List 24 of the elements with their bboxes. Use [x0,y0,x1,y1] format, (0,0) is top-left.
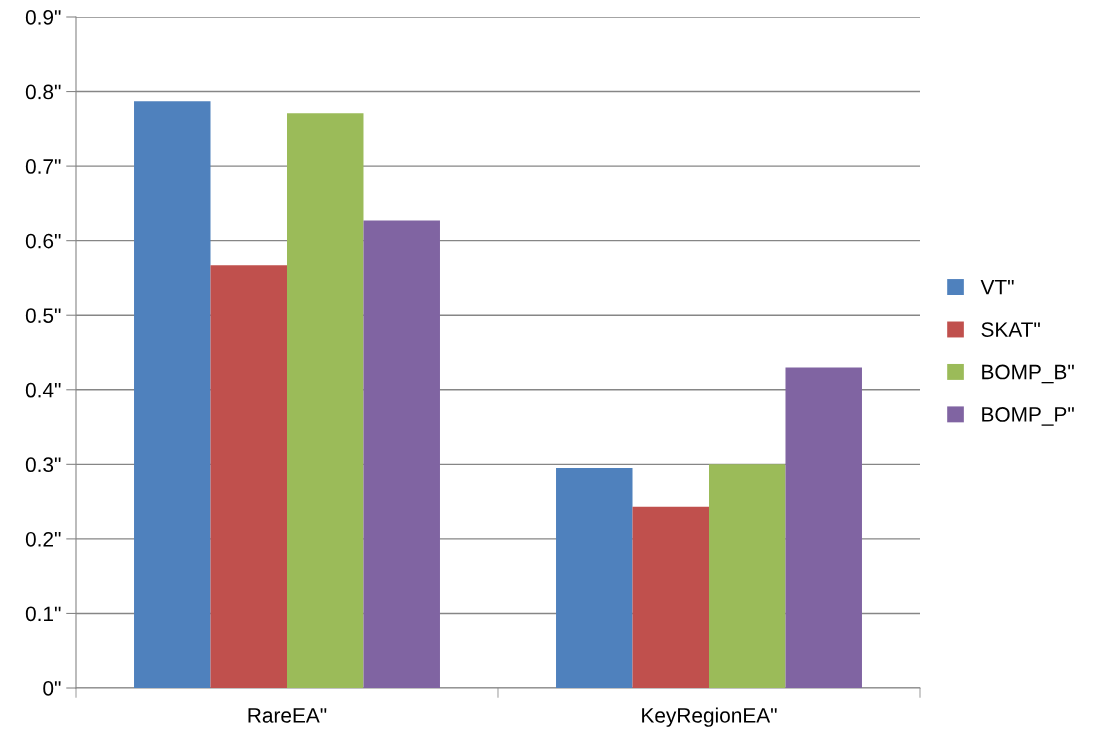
y-tick-label: 0.9" [25,10,61,25]
y-tick-label: 0.2" [25,531,61,547]
y-tick-label: 0.7" [25,159,61,174]
bar [709,464,786,688]
y-tick-label: 0.1" [25,606,61,622]
bar [556,468,633,688]
legend-label: SKAT" [981,322,1040,337]
x-tick-label: KeyRegionEA" [642,707,777,727]
bar [363,220,440,688]
y-tick-label: 0.4" [25,382,61,398]
bar [632,506,709,688]
y-tick-label: 0.6" [25,233,61,249]
legend-label: BOMP_B" [982,364,1074,384]
bar [785,367,862,688]
y-tick-label: 0.5" [25,308,61,323]
bar [287,113,364,688]
y-tick-label: 0.8" [25,84,61,100]
x-tick-label: RareEA" [248,708,327,723]
y-tick-label: 0.3" [25,457,61,473]
legend-label: VT" [980,279,1014,295]
y-tick-label: 0" [43,681,61,696]
bar [134,101,211,688]
legend-label: BOMP_P" [982,407,1074,426]
bar [210,265,287,688]
